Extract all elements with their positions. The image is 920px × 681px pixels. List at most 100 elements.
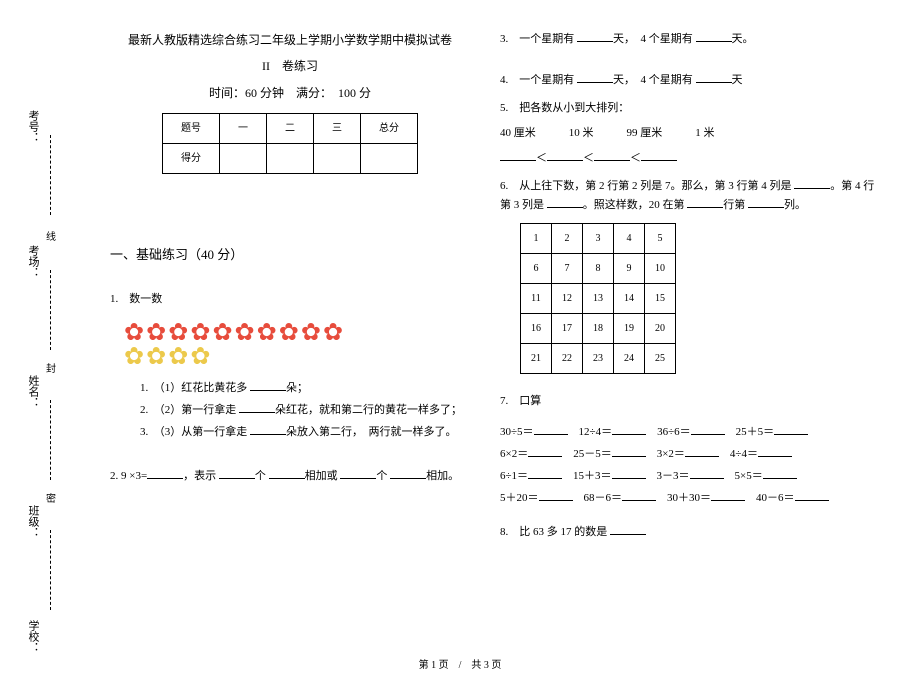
- t: 个: [255, 470, 269, 482]
- blank: [547, 160, 583, 161]
- td: [361, 144, 418, 174]
- flower-icon: ✿: [257, 321, 277, 345]
- blank: [250, 434, 286, 435]
- blank: [528, 456, 562, 457]
- q5-answer: ＜＜＜: [500, 149, 880, 168]
- flower-icon: ✿: [279, 321, 299, 345]
- table-row: 1112131415: [521, 283, 676, 313]
- blank: [269, 478, 305, 479]
- blank: [622, 500, 656, 501]
- blank: [748, 207, 784, 208]
- flower-figure: ✿✿✿✿✿✿✿✿✿✿ ✿✿✿✿: [124, 321, 470, 369]
- blank: [690, 478, 724, 479]
- table-row: 2122232425: [521, 343, 676, 373]
- td: [267, 144, 314, 174]
- flower-icon: ✿: [168, 321, 188, 345]
- blank: [250, 390, 286, 391]
- th: 三: [314, 114, 361, 144]
- dash-1: [50, 135, 51, 215]
- t: 朵放入第二行， 两行就一样多了。: [286, 426, 457, 438]
- flower-row-red: ✿✿✿✿✿✿✿✿✿✿: [124, 321, 470, 345]
- blank: [685, 456, 719, 457]
- flower-icon: ✿: [146, 345, 166, 369]
- flower-icon: ✿: [323, 321, 343, 345]
- calc-row: 30÷5＝ 12÷4＝ 36÷6＝ 25＋5＝: [500, 421, 880, 443]
- q2: 2. 9 ×3=，表示 个 相加或 个 相加。: [110, 467, 470, 486]
- t: ，表示: [183, 470, 219, 482]
- blank: [612, 434, 646, 435]
- c: 15: [645, 283, 676, 313]
- q1: 1. 数一数 ✿✿✿✿✿✿✿✿✿✿ ✿✿✿✿ 1. （1）红花比黄花多 朵； 2…: [110, 290, 470, 443]
- blank: [612, 478, 646, 479]
- q7: 7. 口算 30÷5＝ 12÷4＝ 36÷6＝ 25＋5＝ 6×2＝ 25－5＝…: [500, 392, 880, 509]
- t: 2. （2）第一行拿走: [140, 404, 239, 416]
- blank: [528, 478, 562, 479]
- t: 4÷4＝: [719, 448, 758, 460]
- t: 25－5＝: [562, 448, 612, 460]
- t: 1. （1）红花比黄花多: [140, 382, 250, 394]
- t: 天， 4 个星期有: [613, 33, 696, 45]
- t: 36÷6＝: [646, 426, 691, 438]
- flower-icon: ✿: [146, 321, 166, 345]
- flower-icon: ✿: [190, 321, 210, 345]
- flower-icon: ✿: [124, 345, 144, 369]
- t: 3. （3）从第一行拿走: [140, 426, 250, 438]
- c: 18: [583, 313, 614, 343]
- t: 列。: [784, 199, 806, 211]
- q1-title: 1. 数一数: [110, 290, 470, 309]
- calc-row: 5＋20＝ 68－6＝ 30＋30＝ 40－6＝: [500, 487, 880, 509]
- binding-sidebar: 考号： 线 考场： 封 姓名： 密 班级： 学校：: [0, 0, 90, 681]
- column-left: 最新人教版精选综合练习二年级上学期小学数学期中模拟试卷 II 卷练习 时间：60…: [110, 30, 470, 486]
- blank: [696, 41, 732, 42]
- t: 朵红花，就和第二行的黄花一样多了；: [275, 404, 462, 416]
- c: 6: [521, 253, 552, 283]
- t: 4. 一个星期有: [500, 74, 577, 86]
- score-table: 题号一二三总分 得分: [162, 113, 418, 174]
- t: 12÷4＝: [568, 426, 613, 438]
- q8: 8. 比 63 多 17 的数是: [500, 523, 880, 542]
- blank: [711, 500, 745, 501]
- blank: [691, 434, 725, 435]
- blank: [219, 478, 255, 479]
- q1-i2: 2. （2）第一行拿走 朵红花，就和第二行的黄花一样多了；: [140, 399, 470, 421]
- t: ＜: [630, 152, 641, 164]
- table-row: 题号一二三总分: [163, 114, 418, 144]
- dash-4: [50, 530, 51, 610]
- flower-row-yellow: ✿✿✿✿: [124, 345, 470, 369]
- q1-i1: 1. （1）红花比黄花多 朵；: [140, 377, 470, 399]
- blank: [763, 478, 797, 479]
- blank: [534, 434, 568, 435]
- blank: [641, 160, 677, 161]
- t: 。照这样数，20 在第: [583, 199, 688, 211]
- label-examid: 考号：: [25, 110, 41, 143]
- blank: [687, 207, 723, 208]
- blank: [390, 478, 426, 479]
- blank: [794, 188, 830, 189]
- doc-title: 最新人教版精选综合练习二年级上学期小学数学期中模拟试卷: [110, 30, 470, 50]
- c: 9: [614, 253, 645, 283]
- t: 6. 从上往下数，第 2 行第 2 列是 7。那么，第 3 行第 4 列是: [500, 180, 794, 192]
- t: 5×5＝: [724, 470, 763, 482]
- t: 相加。: [426, 470, 459, 482]
- q7-body: 30÷5＝ 12÷4＝ 36÷6＝ 25＋5＝ 6×2＝ 25－5＝ 3×2＝ …: [500, 421, 880, 509]
- flower-icon: ✿: [168, 345, 188, 369]
- blank: [612, 456, 646, 457]
- td: 得分: [163, 144, 220, 174]
- t: ＜: [536, 152, 547, 164]
- t: 天。: [732, 33, 754, 45]
- label-name: 姓名：: [25, 375, 41, 408]
- table-row: 12345: [521, 223, 676, 253]
- flower-icon: ✿: [235, 321, 255, 345]
- c: 20: [645, 313, 676, 343]
- q6: 6. 从上往下数，第 2 行第 2 列是 7。那么，第 3 行第 4 列是 。第…: [500, 177, 880, 214]
- q3: 3. 一个星期有 天， 4 个星期有 天。: [500, 30, 880, 49]
- t: 3. 一个星期有: [500, 33, 577, 45]
- t: 8. 比 63 多 17 的数是: [500, 526, 610, 538]
- c: 24: [614, 343, 645, 373]
- blank: [500, 160, 536, 161]
- blank: [547, 207, 583, 208]
- t: 25＋5＝: [725, 426, 775, 438]
- label-school: 学校：: [25, 620, 41, 653]
- q1-items: 1. （1）红花比黄花多 朵； 2. （2）第一行拿走 朵红花，就和第二行的黄花…: [140, 377, 470, 443]
- label-class: 班级：: [25, 505, 41, 538]
